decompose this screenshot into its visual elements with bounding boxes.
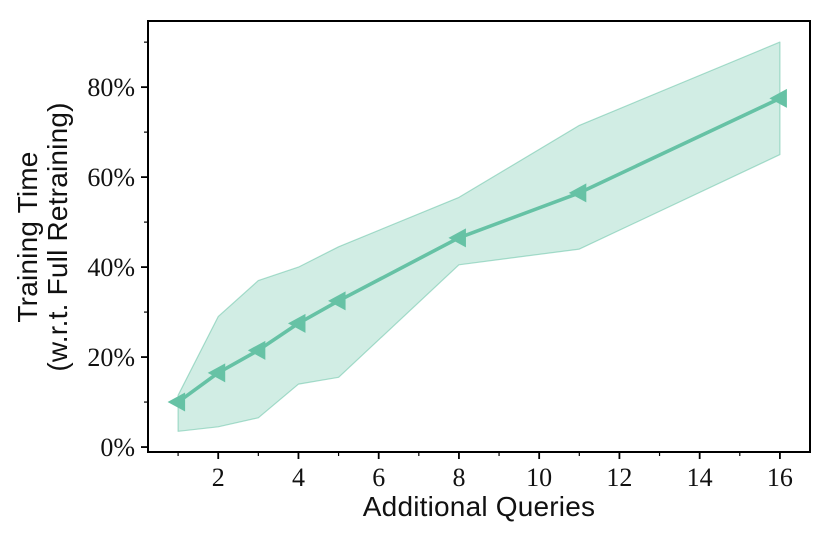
x-tick-label: 14	[687, 463, 713, 492]
y-tick-label: 20%	[87, 343, 135, 372]
x-tick-label: 4	[292, 463, 305, 492]
x-tick-label: 12	[606, 463, 632, 492]
x-tick-label: 8	[452, 463, 465, 492]
y-tick-label: 0%	[100, 433, 135, 462]
data-point-marker	[287, 313, 306, 333]
data-point-marker	[167, 392, 186, 412]
y-tick-label: 40%	[87, 253, 135, 282]
data-point-marker	[769, 88, 787, 108]
y-tick-label: 80%	[87, 73, 135, 102]
data-point-marker	[568, 183, 587, 203]
x-tick-label: 16	[767, 463, 793, 492]
confidence-band	[177, 41, 781, 432]
data-point-marker	[247, 340, 266, 360]
y-axis-label-line2: (w.r.t. Full Retraining)	[42, 102, 73, 372]
x-tick-label: 6	[372, 463, 385, 492]
x-tick-label: 2	[212, 463, 225, 492]
data-point-marker	[328, 291, 346, 311]
x-tick-label: 10	[526, 463, 552, 492]
x-axis-label: Additional Queries	[362, 491, 596, 522]
y-axis-label: Training Time (w.r.t. Full Retraining)	[12, 47, 75, 427]
data-point-marker	[448, 228, 466, 248]
y-axis-label-line1: Training Time	[12, 151, 43, 323]
plot-border	[147, 20, 811, 453]
y-tick-label: 60%	[87, 163, 135, 192]
data-point-marker	[207, 363, 226, 383]
